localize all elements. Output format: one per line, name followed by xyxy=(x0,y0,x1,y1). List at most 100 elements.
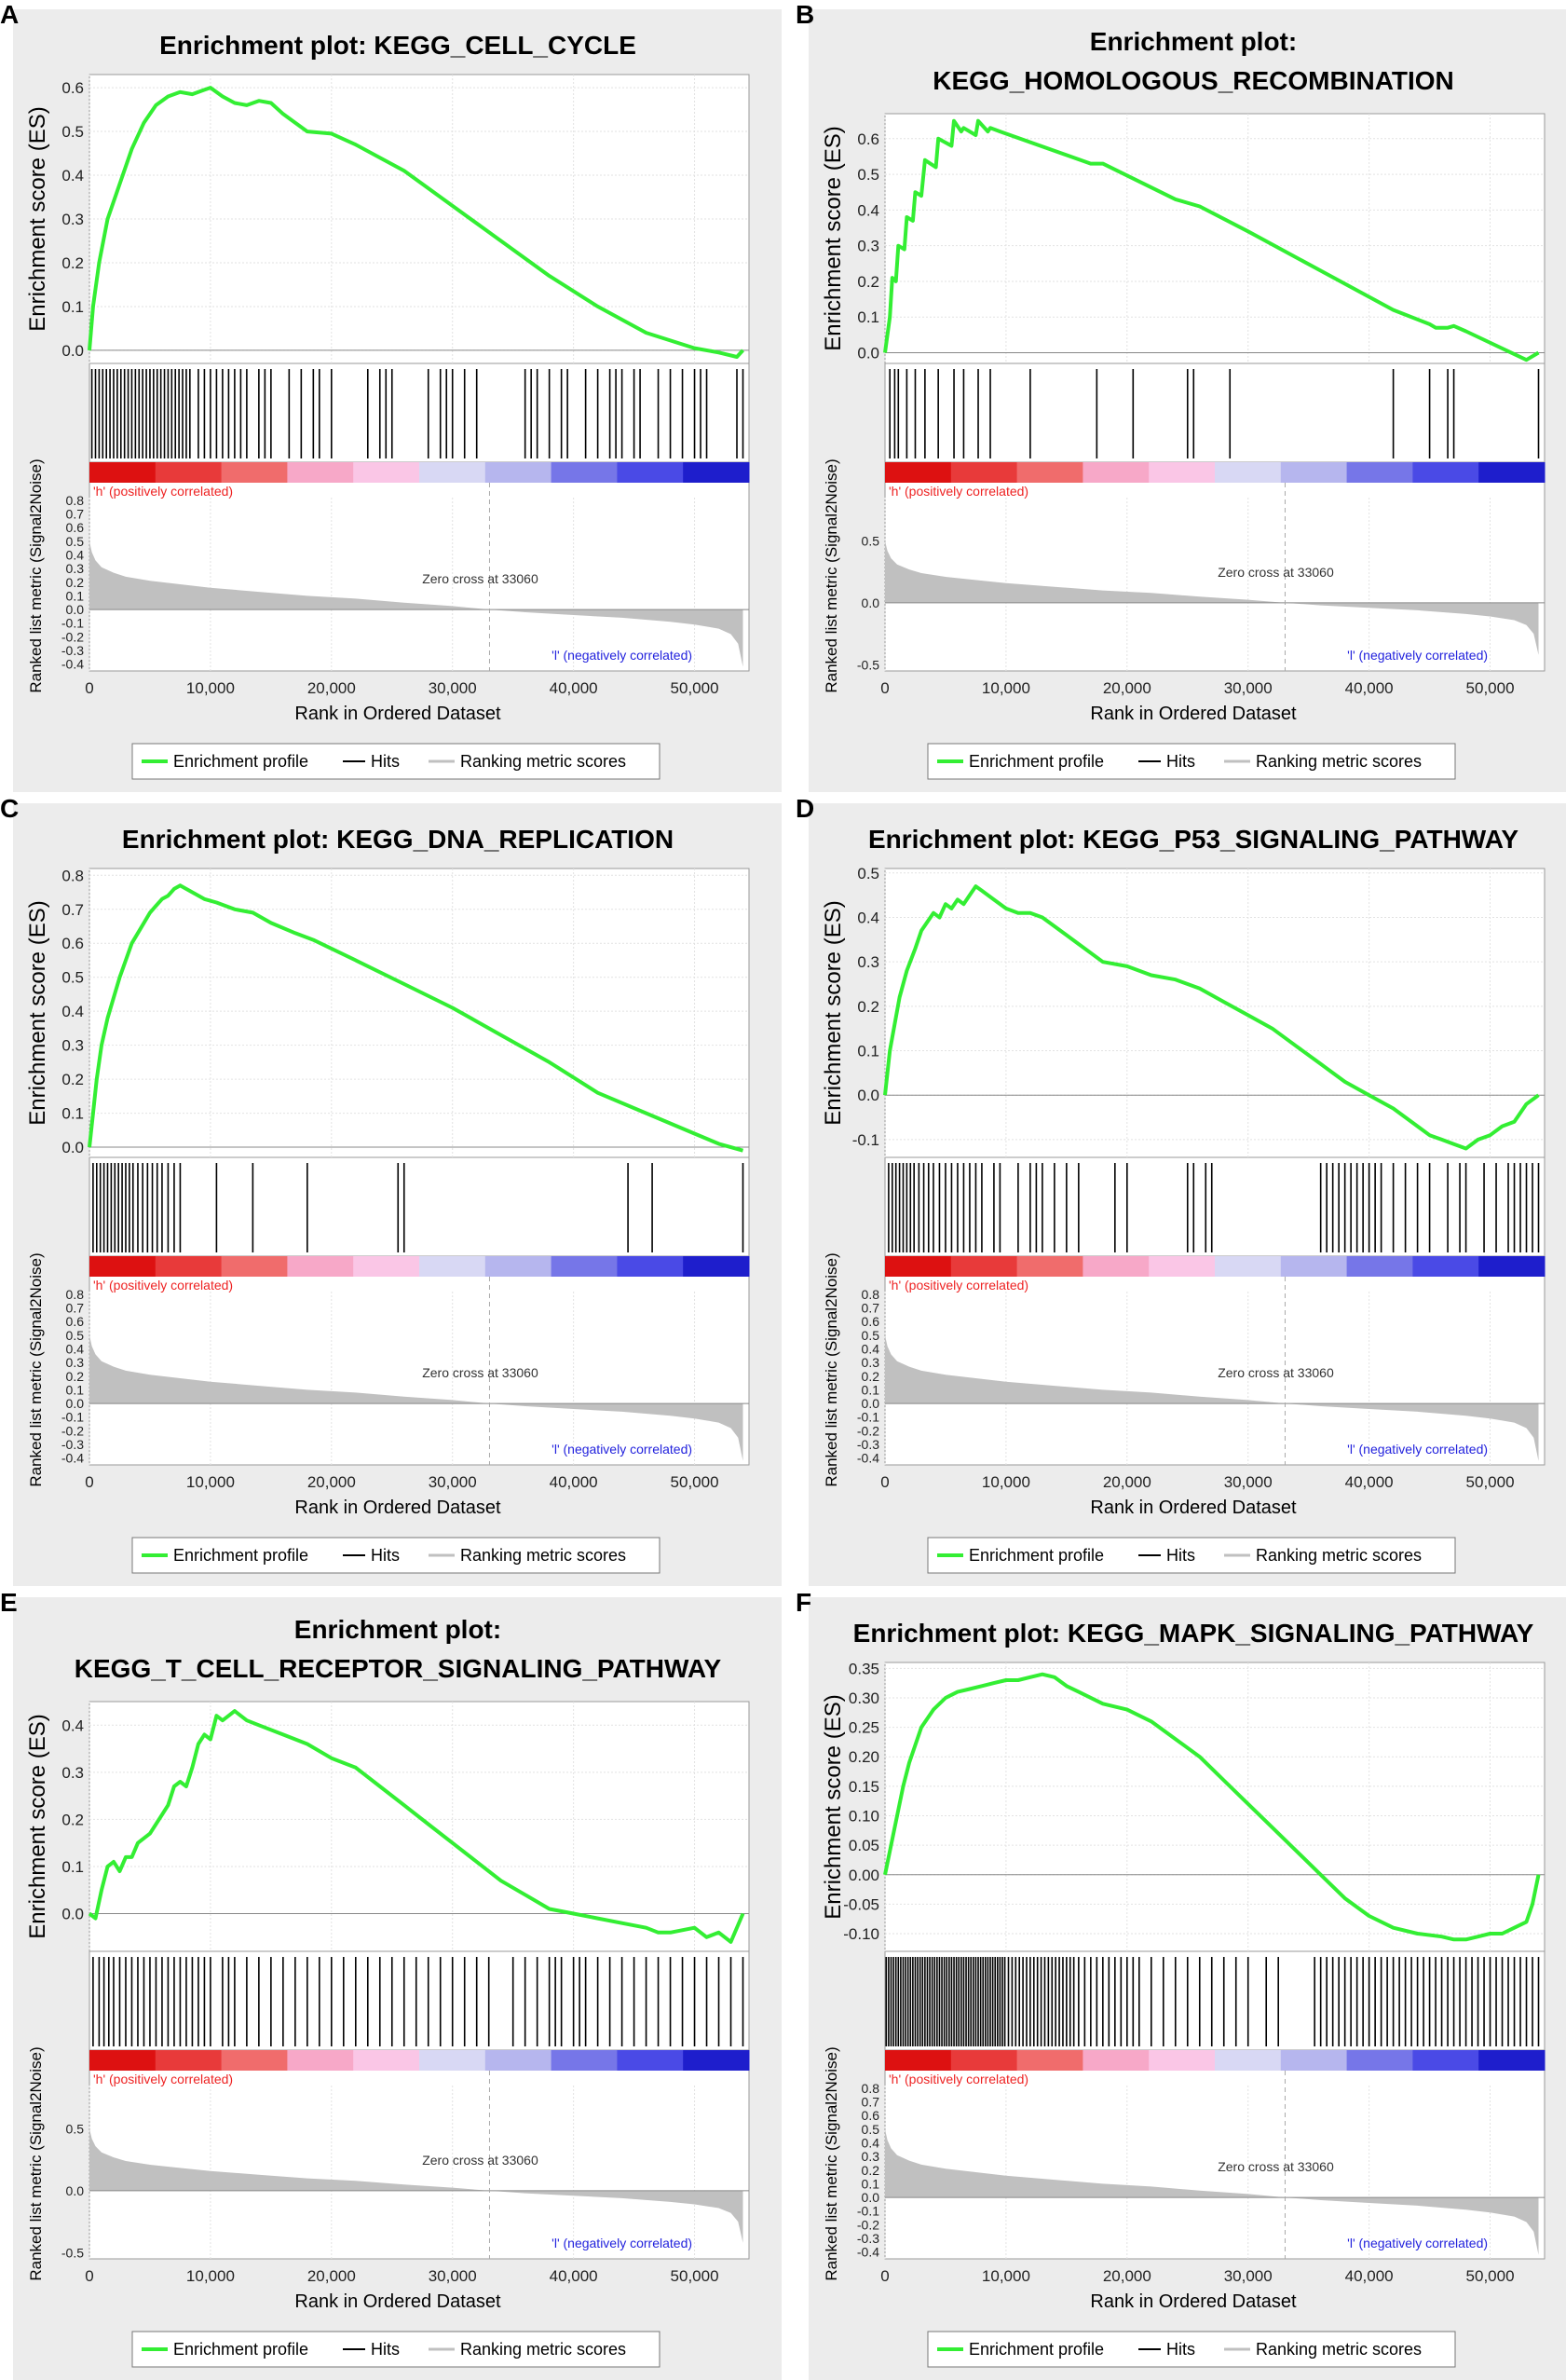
positive-correlation-label: 'h' (positively correlated) xyxy=(889,484,1028,499)
metric-tick-label: -0.2 xyxy=(61,629,84,644)
es-tick-label: 0.6 xyxy=(61,935,84,952)
metric-tick-label: 0.3 xyxy=(66,561,85,576)
es-tick-label: 0.1 xyxy=(61,1858,84,1876)
legend-label-hits: Hits xyxy=(1166,1546,1195,1565)
plot-frame xyxy=(89,868,750,1466)
plot-frame xyxy=(89,74,750,672)
metric-axis-label: Ranked list metric (Signal2Noise) xyxy=(27,1252,45,1486)
es-tick-label: 0.5 xyxy=(61,969,84,987)
heatmap-segment xyxy=(950,1256,1018,1277)
ranking-metric-area xyxy=(89,1334,743,1461)
metric-tick-label: 0.7 xyxy=(66,507,85,522)
metric-axis-label: Ranked list metric (Signal2Noise) xyxy=(823,2046,840,2280)
heatmap-segment xyxy=(155,462,223,483)
metric-tick-label: -0.4 xyxy=(61,657,84,672)
metric-tick-label: 0.3 xyxy=(862,1355,880,1370)
legend-box xyxy=(131,743,660,780)
heatmap-segment xyxy=(1412,1256,1479,1277)
positive-correlation-label: 'h' (positively correlated) xyxy=(889,2072,1028,2086)
es-axis-label: Enrichment score (ES) xyxy=(821,126,846,350)
es-tick-label: 0.00 xyxy=(849,1867,879,1884)
enrichment-plot-e: Enrichment plot: KEGG_T_CELL_RECEPTOR_SIG… xyxy=(25,1615,750,2368)
heatmap-segment xyxy=(1280,462,1348,483)
metric-tick-label: -0.2 xyxy=(857,2217,879,2232)
metric-tick-label: 0.4 xyxy=(66,548,85,563)
heatmap-segment xyxy=(1083,2050,1150,2071)
metric-tick-label: 0.1 xyxy=(66,588,85,603)
es-tick-label: 0.2 xyxy=(857,273,879,291)
panel-e: Enrichment plot: KEGG_T_CELL_RECEPTOR_SIG… xyxy=(13,1597,782,2380)
metric-tick-label: 0.0 xyxy=(862,1396,880,1411)
heatmap-segment xyxy=(484,2050,552,2071)
es-tick-label: 0.3 xyxy=(857,953,879,971)
panel-letter-b: B xyxy=(796,0,815,29)
es-tick-label: 0.4 xyxy=(857,201,879,219)
heatmap-segment xyxy=(617,2050,684,2071)
metric-tick-label: 0.5 xyxy=(66,1328,85,1343)
es-tick-label: 0.2 xyxy=(857,998,879,1016)
metric-tick-label: 0.5 xyxy=(66,2122,85,2137)
ranking-metric-area xyxy=(89,540,743,667)
negative-correlation-label: 'l' (negatively correlated) xyxy=(552,2236,692,2250)
metric-tick-label: 0.3 xyxy=(66,1355,85,1370)
legend-label-hits: Hits xyxy=(371,2340,400,2359)
metric-tick-label: 0.5 xyxy=(862,1328,880,1343)
legend-label-enrichment: Enrichment profile xyxy=(173,1546,308,1565)
heatmap-segment xyxy=(89,462,157,483)
x-axis-label: Rank in Ordered Dataset xyxy=(294,1498,501,1518)
legend-label-enrichment: Enrichment profile xyxy=(173,752,308,771)
x-tick-label: 30,000 xyxy=(429,1473,477,1491)
enrichment-profile-line xyxy=(88,86,744,359)
legend-label-enrichment: Enrichment profile xyxy=(173,2340,308,2359)
heatmap-segment xyxy=(419,1256,486,1277)
x-tick-label: 0 xyxy=(880,1473,889,1491)
es-tick-label: 0.8 xyxy=(61,867,84,884)
x-tick-label: 50,000 xyxy=(671,2267,719,2285)
panel-letter-c: C xyxy=(0,794,20,823)
x-tick-label: 30,000 xyxy=(1224,679,1273,697)
enrichment-plot-f: Enrichment plot: KEGG_MAPK_SIGNALING_PAT… xyxy=(821,1619,1546,2368)
heatmap-segment xyxy=(551,462,618,483)
negative-correlation-label: 'l' (negatively correlated) xyxy=(1347,648,1488,663)
metric-tick-label: 0.6 xyxy=(862,1314,880,1329)
metric-tick-label: 0.5 xyxy=(862,2122,880,2137)
legend-label-metric: Ranking metric scores xyxy=(460,2340,626,2359)
zero-cross-label: Zero cross at 33060 xyxy=(1218,1365,1334,1380)
heatmap-segment xyxy=(1083,462,1150,483)
heatmap-segment xyxy=(419,2050,486,2071)
enrichment-profile-line xyxy=(883,118,1540,362)
x-tick-label: 40,000 xyxy=(1345,679,1394,697)
plot-frame xyxy=(884,113,1546,672)
heatmap-segment xyxy=(885,1256,952,1277)
positive-correlation-label: 'h' (positively correlated) xyxy=(93,2072,233,2086)
legend-label-metric: Ranking metric scores xyxy=(460,752,626,771)
x-tick-label: 10,000 xyxy=(982,679,1030,697)
x-axis-label: Rank in Ordered Dataset xyxy=(1090,704,1297,724)
plot-frame xyxy=(884,1662,1546,2260)
panel-letter-d: D xyxy=(796,794,815,823)
legend-label-metric: Ranking metric scores xyxy=(1256,1546,1422,1565)
heatmap-segment xyxy=(155,1256,223,1277)
heatmap-segment xyxy=(617,1256,684,1277)
positive-correlation-label: 'h' (positively correlated) xyxy=(93,1278,233,1293)
x-tick-label: 40,000 xyxy=(550,2267,598,2285)
x-tick-label: 10,000 xyxy=(186,679,235,697)
legend-box xyxy=(927,1537,1456,1574)
heatmap-segment xyxy=(221,462,288,483)
panel-letter-f: F xyxy=(796,1588,812,1617)
enrichment-plot-a: Enrichment plot: KEGG_CELL_CYCLE0.00.10.… xyxy=(25,31,750,780)
heatmap-segment xyxy=(221,2050,288,2071)
es-tick-label: 0.2 xyxy=(61,254,84,272)
metric-tick-label: 0.6 xyxy=(66,520,85,535)
heatmap-segment xyxy=(1346,462,1413,483)
legend-box xyxy=(927,2331,1456,2368)
x-axis-label: Rank in Ordered Dataset xyxy=(294,2291,501,2312)
zero-cross-label: Zero cross at 33060 xyxy=(422,2153,538,2168)
legend-label-hits: Hits xyxy=(1166,752,1195,771)
heatmap-segment xyxy=(551,2050,618,2071)
heatmap-segment xyxy=(885,462,952,483)
heatmap-segment xyxy=(950,2050,1018,2071)
enrichment-plot-b: Enrichment plot: KEGG_HOMOLOGOUS_RECOMBIN… xyxy=(821,27,1546,780)
metric-tick-label: 0.1 xyxy=(862,1382,880,1397)
metric-tick-label: 0.7 xyxy=(862,2095,880,2110)
